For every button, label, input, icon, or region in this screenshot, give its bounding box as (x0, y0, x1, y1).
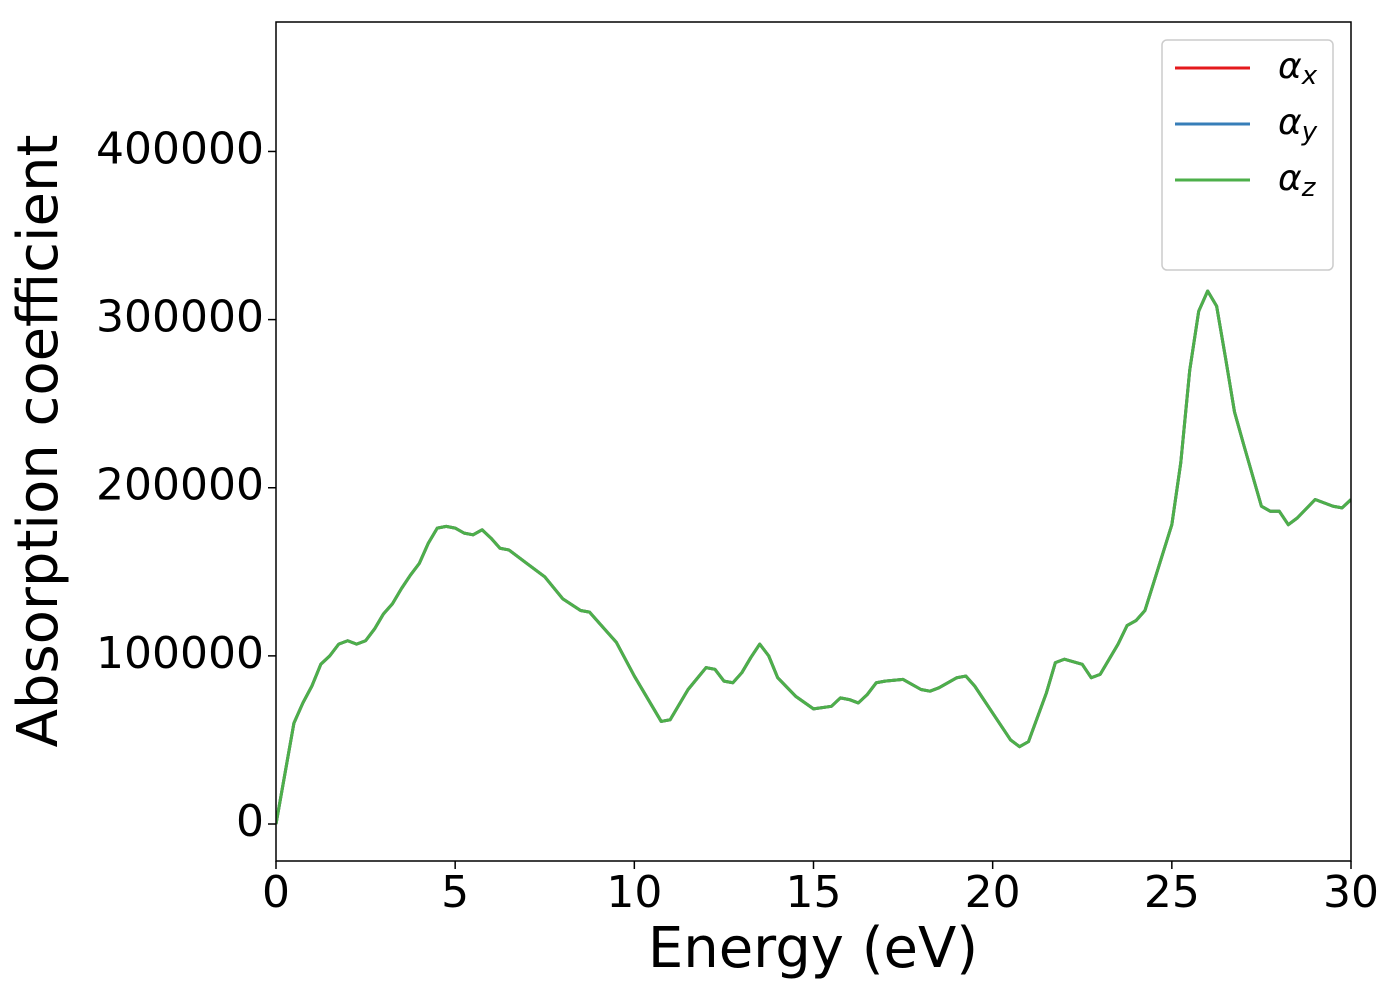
x-axis-label: Energy (eV) (648, 916, 978, 981)
series-line (276, 289, 1351, 825)
y-tick-label: 300000 (96, 292, 264, 343)
x-tick-label: 5 (441, 867, 469, 918)
y-axis-label: Absorption coefficient (6, 135, 71, 748)
legend-label: αz (1278, 158, 1317, 203)
legend: αx αy αz (1161, 39, 1334, 271)
legend-label: αy (1278, 102, 1318, 147)
x-tick-label: 10 (606, 867, 662, 918)
legend-label: αx (1278, 46, 1318, 91)
x-tick-label: 0 (262, 867, 290, 918)
x-tick-label: 25 (1144, 867, 1200, 918)
y-tick-label: 100000 (96, 628, 264, 679)
x-tick-label: 15 (786, 867, 842, 918)
y-tick-label: 200000 (96, 460, 264, 511)
y-tick-label: 400000 (96, 123, 264, 174)
plot-frame (275, 21, 1352, 862)
y-tick-label: 0 (236, 796, 264, 847)
legend-box (1161, 39, 1334, 271)
x-tick-label: 20 (965, 867, 1021, 918)
x-tick-label: 30 (1323, 867, 1379, 918)
